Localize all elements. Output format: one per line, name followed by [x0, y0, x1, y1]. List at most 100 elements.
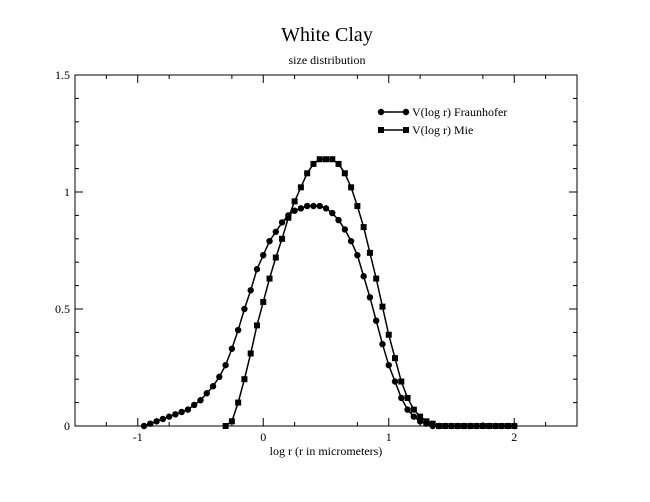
data-point: [303, 202, 311, 210]
plot-frame: [74, 74, 578, 427]
x-axis-label: log r (r in micrometers): [270, 444, 383, 458]
data-point: [498, 423, 505, 429]
x-tick-label: 1: [386, 430, 392, 444]
data-point: [354, 203, 361, 210]
data-point: [297, 205, 305, 212]
data-point: [241, 376, 248, 383]
legend: V(log r) Fraunhofer V(log r) Mie: [377, 105, 507, 137]
data-point: [354, 251, 361, 259]
data-point: [392, 355, 399, 362]
data-point: [165, 413, 173, 420]
data-point: [278, 219, 286, 226]
data-point: [454, 423, 461, 429]
ticks-layer: -1 0 1 2 0 0.5 1 1.5: [55, 68, 577, 444]
data-point: [310, 202, 317, 210]
legend-label: V(log r) Fraunhofer: [412, 105, 507, 119]
data-point: [241, 305, 248, 313]
data-point: [410, 406, 417, 413]
data-point: [404, 406, 411, 413]
data-point: [316, 156, 323, 163]
series-line: [143, 205, 515, 427]
data-point: [504, 423, 511, 429]
data-point: [329, 209, 336, 217]
data-point: [373, 317, 380, 324]
data-point: [184, 406, 192, 413]
data-point: [266, 237, 273, 245]
data-point: [473, 423, 480, 429]
legend-marker: [378, 127, 384, 133]
data-point: [329, 156, 336, 163]
data-point: [323, 156, 329, 163]
data-point: [222, 423, 229, 429]
series-mie: [222, 156, 518, 429]
data-point: [379, 303, 386, 310]
data-point: [448, 423, 455, 429]
data-point: [335, 216, 342, 224]
data-point: [348, 184, 355, 191]
chart-title: White Clay: [281, 24, 373, 46]
data-point: [172, 411, 179, 418]
x-tick-label: 0: [260, 430, 266, 444]
data-point: [234, 326, 242, 334]
data-point: [511, 423, 518, 429]
data-point: [159, 415, 167, 423]
data-point: [435, 423, 442, 429]
data-point: [253, 322, 260, 329]
data-point: [429, 420, 436, 427]
data-point: [398, 378, 405, 385]
data-point: [203, 390, 210, 397]
legend-marker: [403, 127, 409, 133]
data-point: [360, 224, 367, 231]
data-point: [266, 275, 273, 282]
data-point: [272, 254, 279, 261]
data-point: [316, 202, 323, 210]
data-point: [398, 394, 405, 402]
data-point: [461, 423, 468, 429]
data-point: [442, 423, 449, 429]
data-point: [209, 383, 217, 390]
data-point: [247, 287, 254, 294]
data-point: [140, 422, 148, 430]
data-point: [147, 420, 154, 427]
data-point: [322, 205, 330, 212]
data-point: [391, 378, 399, 385]
chart-subtitle: size distribution: [289, 53, 366, 67]
y-tick-label: 1: [64, 185, 70, 199]
legend-label: V(log r) Mie: [412, 123, 473, 137]
data-point: [253, 266, 261, 273]
data-point: [486, 423, 493, 429]
data-point: [228, 418, 235, 425]
x-tick-label: -1: [133, 430, 143, 444]
data-point: [416, 418, 424, 425]
data-point: [235, 399, 242, 406]
legend-marker: [377, 108, 385, 116]
data-point: [222, 361, 229, 369]
series-layer: [140, 156, 518, 430]
data-point: [285, 214, 292, 221]
data-point: [272, 228, 279, 235]
data-point: [247, 350, 254, 357]
data-point: [260, 251, 267, 259]
data-point: [423, 418, 430, 425]
data-point: [197, 397, 204, 404]
data-point: [492, 423, 499, 429]
data-point: [366, 294, 374, 301]
data-point: [291, 198, 298, 205]
data-point: [279, 235, 286, 242]
data-point: [385, 361, 392, 369]
data-point: [479, 423, 486, 429]
data-point: [417, 413, 424, 420]
data-point: [366, 249, 373, 256]
data-point: [341, 170, 348, 177]
y-tick-label: 0: [64, 419, 70, 433]
data-point: [404, 394, 411, 401]
data-point: [379, 340, 386, 348]
series-fraunhofer: [140, 202, 518, 430]
data-point: [216, 373, 223, 381]
data-point: [373, 275, 380, 282]
legend-marker: [402, 108, 410, 116]
y-tick-label: 0.5: [55, 302, 70, 316]
data-point: [385, 331, 392, 338]
y-tick-label: 1.5: [55, 68, 70, 82]
